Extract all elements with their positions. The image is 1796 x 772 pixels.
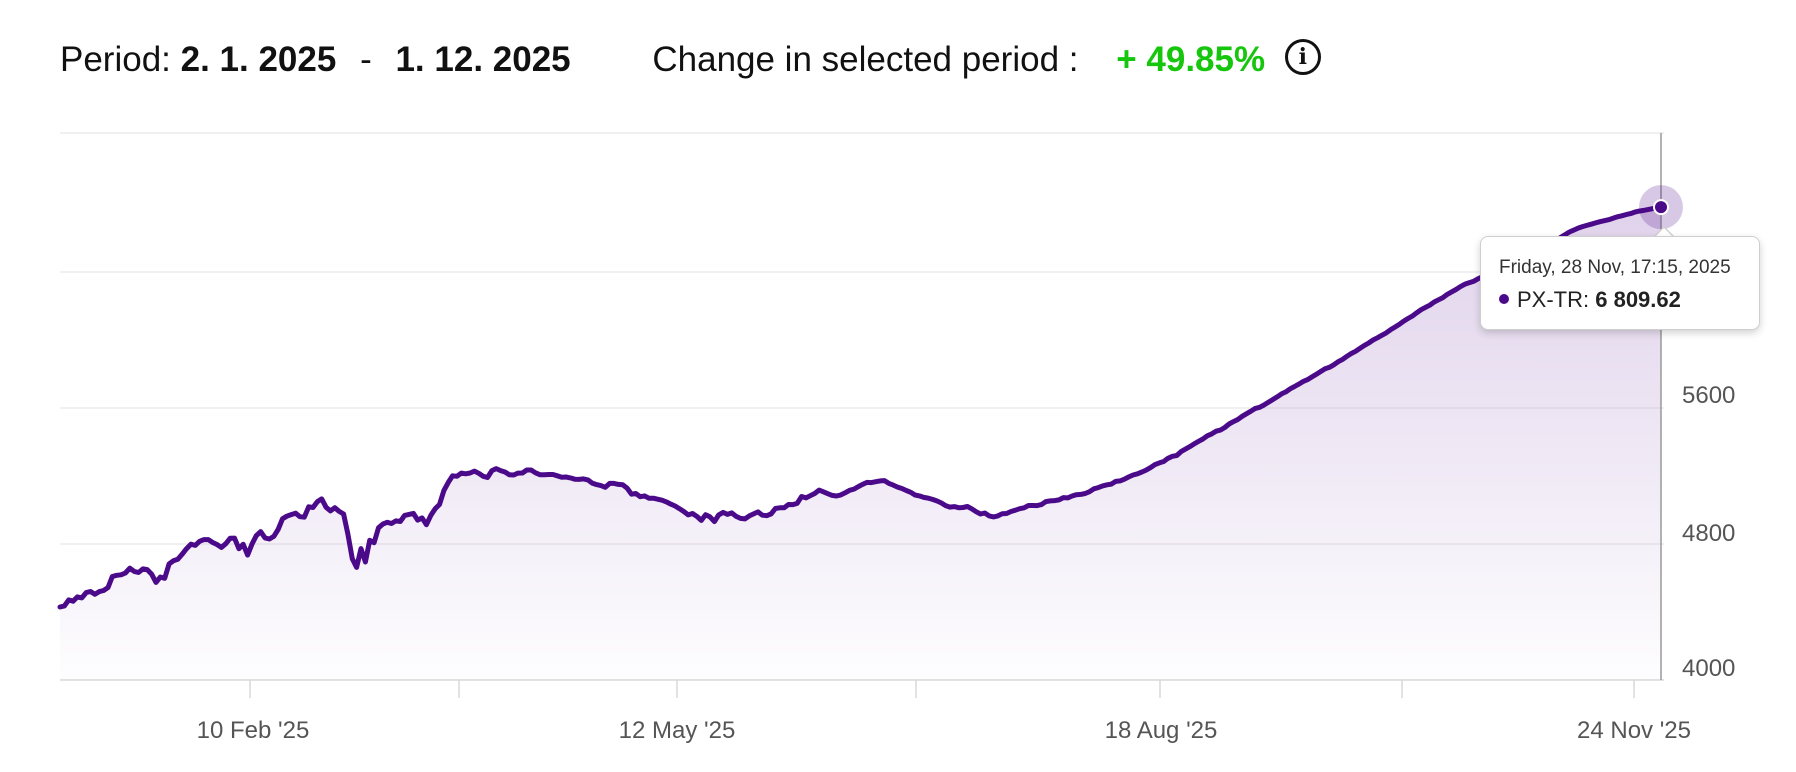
x-tick-label: 12 May '25 [619,717,736,744]
hover-point[interactable] [1653,199,1669,216]
change-value: + 49.85% [1116,39,1266,79]
tooltip-date: Friday, 28 Nov, 17:15, 2025 [1499,257,1731,278]
x-tick-label: 24 Nov '25 [1577,717,1691,744]
series-line [57,204,1664,610]
tooltip-value: 6 809.62 [1595,287,1681,312]
change-label: Change in selected period : [652,39,1079,79]
x-tick-label: 18 Aug '25 [1105,717,1218,744]
header: Period: 2. 1. 2025 - 1. 12. 2025 Change … [60,38,1321,80]
x-tick-label: 10 Feb '25 [197,717,310,744]
y-tick-label: 4800 [1682,520,1735,547]
info-icon[interactable]: i [1284,38,1321,75]
tooltip: Friday, 28 Nov, 17:15, 2025 PX-TR: 6 809… [1480,236,1760,330]
period-end: 1. 12. 2025 [395,39,571,79]
tooltip-value-row: PX-TR: 6 809.62 [1499,287,1681,313]
x-axis: 10 Feb '25 12 May '25 18 Aug '25 24 Nov '25 [197,680,1691,744]
y-axis: 5600 4800 4000 [1682,382,1735,682]
period-start: 2. 1. 2025 [180,39,337,79]
series-dot-icon [1499,294,1509,305]
period-label: Period: [60,39,171,79]
tooltip-arrow-inner [1653,228,1675,239]
y-tick-label: 5600 [1682,382,1735,409]
tooltip-series-name: PX-TR [1517,287,1583,312]
period-separator: - [360,39,372,79]
series-area [60,207,1661,680]
y-tick-label: 4000 [1682,655,1735,682]
